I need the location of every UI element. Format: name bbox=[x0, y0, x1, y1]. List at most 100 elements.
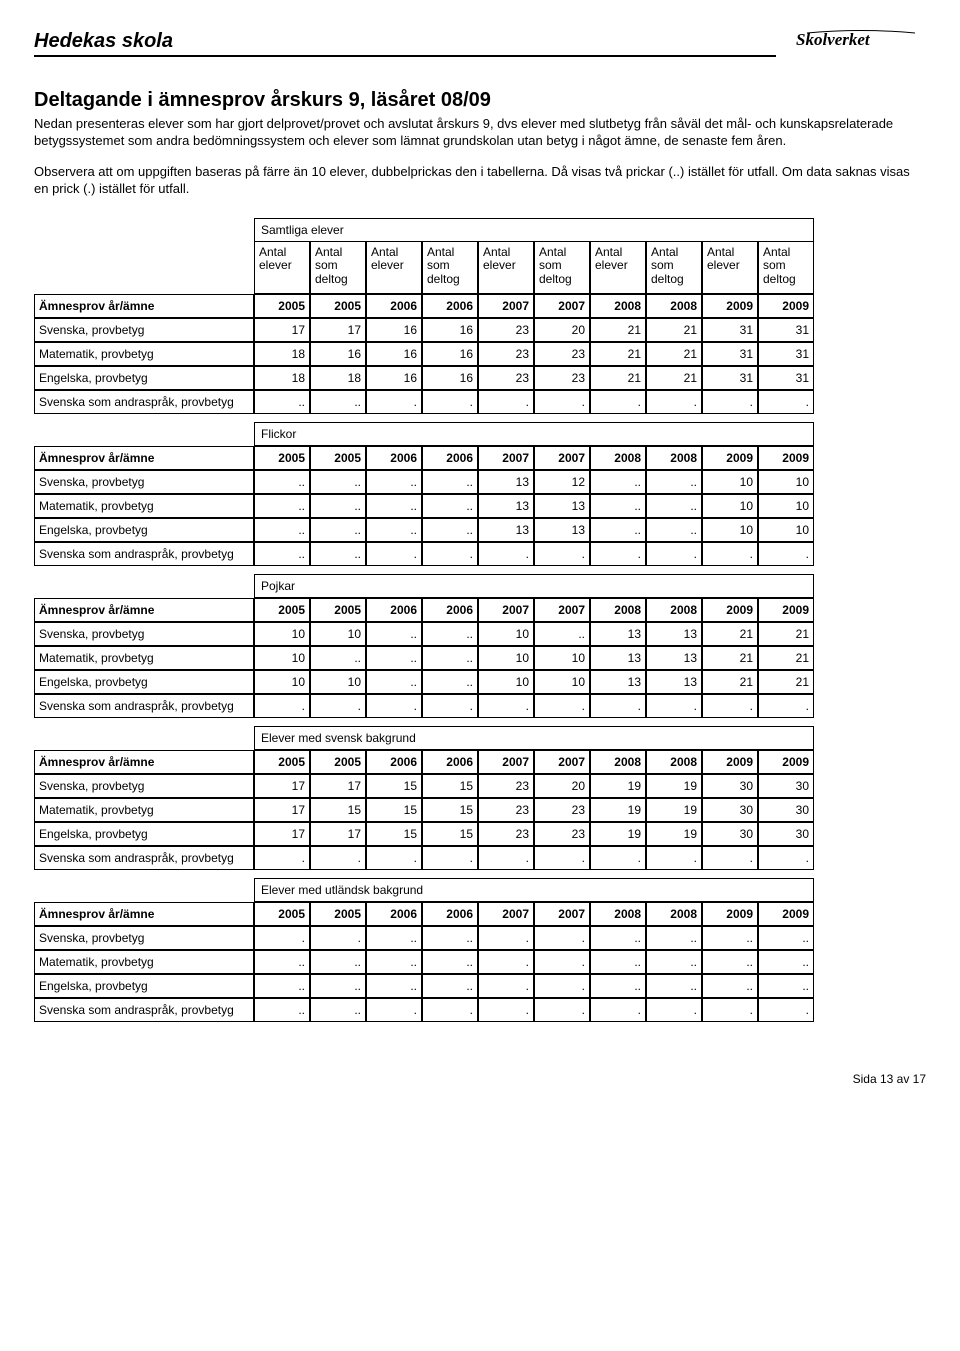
year-cell: 2005 bbox=[310, 598, 366, 622]
data-cell: . bbox=[646, 998, 702, 1022]
data-cell: . bbox=[422, 846, 478, 870]
data-cell: 12 bbox=[534, 470, 590, 494]
data-cell: 13 bbox=[478, 470, 534, 494]
data-cell: . bbox=[254, 926, 310, 950]
data-cell: .. bbox=[310, 390, 366, 414]
data-cell: .. bbox=[366, 494, 422, 518]
data-cell: 23 bbox=[478, 822, 534, 846]
data-cell: 15 bbox=[422, 822, 478, 846]
data-cell: .. bbox=[758, 950, 814, 974]
year-cell: 2007 bbox=[534, 902, 590, 926]
blank bbox=[34, 726, 254, 750]
row-label: Engelska, provbetyg bbox=[34, 670, 254, 694]
data-cell: . bbox=[478, 694, 534, 718]
data-cell: 10 bbox=[478, 670, 534, 694]
data-cell: . bbox=[758, 390, 814, 414]
year-cell: 2007 bbox=[534, 598, 590, 622]
col-header: Antal elever bbox=[254, 242, 310, 294]
data-cell: .. bbox=[254, 494, 310, 518]
data-cell: . bbox=[422, 694, 478, 718]
data-cell: .. bbox=[534, 622, 590, 646]
year-cell: 2008 bbox=[590, 294, 646, 318]
data-cell: . bbox=[702, 846, 758, 870]
year-row-label: Ämnesprov år/ämne bbox=[34, 294, 254, 318]
group-gap bbox=[34, 414, 814, 422]
data-cell: 23 bbox=[478, 774, 534, 798]
intro-paragraph-2: Observera att om uppgiften baseras på fä… bbox=[34, 164, 926, 198]
row-label: Svenska, provbetyg bbox=[34, 774, 254, 798]
data-cell: 17 bbox=[254, 774, 310, 798]
data-cell: .. bbox=[422, 950, 478, 974]
year-cell: 2005 bbox=[254, 446, 310, 470]
data-cell: .. bbox=[422, 926, 478, 950]
data-cell: . bbox=[422, 542, 478, 566]
data-cell: . bbox=[646, 542, 702, 566]
data-cell: . bbox=[590, 694, 646, 718]
data-cell: .. bbox=[310, 974, 366, 998]
data-cell: .. bbox=[310, 646, 366, 670]
year-row-label: Ämnesprov år/ämne bbox=[34, 598, 254, 622]
row-label: Svenska som andraspråk, provbetyg bbox=[34, 390, 254, 414]
year-cell: 2006 bbox=[366, 446, 422, 470]
year-cell: 2005 bbox=[310, 750, 366, 774]
report-title: Deltagande i ämnesprov årskurs 9, läsåre… bbox=[34, 89, 926, 112]
data-cell: .. bbox=[254, 390, 310, 414]
data-cell: 10 bbox=[254, 622, 310, 646]
data-cell: 30 bbox=[702, 774, 758, 798]
data-cell: 16 bbox=[422, 366, 478, 390]
data-cell: 30 bbox=[702, 798, 758, 822]
data-cell: .. bbox=[310, 518, 366, 542]
year-cell: 2006 bbox=[366, 750, 422, 774]
data-cell: 21 bbox=[702, 622, 758, 646]
data-cell: .. bbox=[590, 974, 646, 998]
data-cell: . bbox=[478, 846, 534, 870]
row-label: Svenska som andraspråk, provbetyg bbox=[34, 846, 254, 870]
data-cell: .. bbox=[422, 974, 478, 998]
data-cell: 30 bbox=[758, 774, 814, 798]
blank bbox=[34, 878, 254, 902]
data-cell: . bbox=[310, 926, 366, 950]
data-cell: 10 bbox=[310, 670, 366, 694]
year-cell: 2005 bbox=[254, 902, 310, 926]
data-cell: . bbox=[534, 950, 590, 974]
data-cell: . bbox=[534, 998, 590, 1022]
data-cell: 10 bbox=[478, 622, 534, 646]
data-cell: .. bbox=[590, 494, 646, 518]
data-cell: 15 bbox=[310, 798, 366, 822]
data-cell: . bbox=[702, 542, 758, 566]
data-cell: . bbox=[254, 694, 310, 718]
data-cell: . bbox=[254, 846, 310, 870]
col-header: Antal elever bbox=[478, 242, 534, 294]
data-cell: . bbox=[310, 846, 366, 870]
data-cell: 21 bbox=[590, 342, 646, 366]
data-cell: . bbox=[366, 694, 422, 718]
year-cell: 2009 bbox=[702, 902, 758, 926]
data-cell: 10 bbox=[534, 670, 590, 694]
data-cell: 16 bbox=[422, 342, 478, 366]
data-cell: 31 bbox=[758, 318, 814, 342]
data-cell: 10 bbox=[254, 670, 310, 694]
data-cell: 16 bbox=[366, 342, 422, 366]
data-cell: 19 bbox=[590, 774, 646, 798]
data-cell: 21 bbox=[590, 366, 646, 390]
data-cell: . bbox=[366, 846, 422, 870]
data-cell: 23 bbox=[534, 798, 590, 822]
year-cell: 2008 bbox=[646, 598, 702, 622]
data-cell: . bbox=[478, 974, 534, 998]
data-cell: .. bbox=[310, 542, 366, 566]
data-cell: 23 bbox=[478, 342, 534, 366]
row-label: Svenska som andraspråk, provbetyg bbox=[34, 694, 254, 718]
data-cell: 17 bbox=[310, 318, 366, 342]
blank bbox=[34, 218, 254, 242]
data-cell: 23 bbox=[478, 798, 534, 822]
data-cell: 15 bbox=[366, 774, 422, 798]
blank bbox=[34, 242, 254, 294]
col-header: Antal som deltog bbox=[534, 242, 590, 294]
data-cell: 10 bbox=[478, 646, 534, 670]
school-name: Hedekas skola bbox=[34, 30, 776, 57]
data-cell: 18 bbox=[254, 366, 310, 390]
year-cell: 2009 bbox=[758, 902, 814, 926]
year-cell: 2006 bbox=[422, 598, 478, 622]
data-cell: . bbox=[702, 694, 758, 718]
data-cell: .. bbox=[254, 950, 310, 974]
